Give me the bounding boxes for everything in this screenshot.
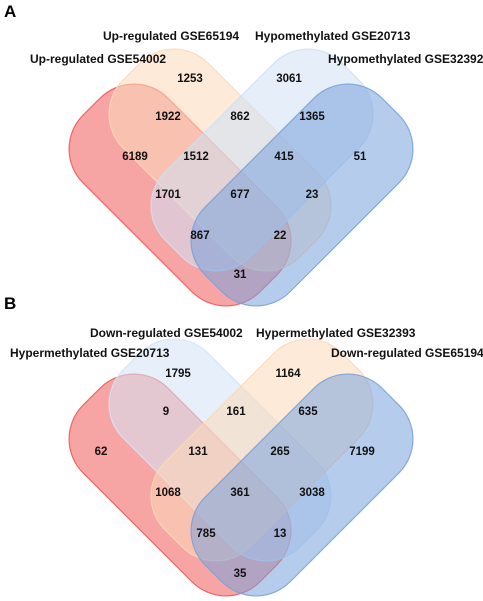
region-count-a-2: 1253 (177, 73, 203, 85)
set-label-b-2: Down-regulated GSE54002 (90, 326, 243, 340)
region-count-b-13: 1068 (155, 487, 181, 499)
venn-panel-a: A 6189 1253 3061 51 1922 1701 31 862 23 1365 1512 2… (0, 0, 483, 307)
region-count-b-123: 131 (188, 446, 208, 458)
set-label-b-3: Hypermethylated GSE32393 (256, 326, 416, 340)
region-count-a-1: 6189 (122, 151, 148, 163)
region-count-a-124: 22 (274, 230, 287, 242)
region-count-b-24: 3038 (299, 487, 325, 499)
venn-diagram-a: 6189 1253 3061 51 1922 1701 31 862 23 1365 1512 22 8… (30, 29, 483, 307)
venn-panel-b: B 62 1795 1164 7199 9 1068 35 161 3038 635 131 13 78… (0, 290, 483, 601)
region-count-b-124: 13 (274, 528, 287, 540)
region-count-a-4: 51 (354, 151, 367, 163)
region-count-b-14: 35 (234, 568, 247, 580)
set-label-a-2: Up-regulated GSE65194 (103, 29, 239, 43)
region-count-b-1234: 361 (230, 487, 250, 499)
region-count-a-3: 3061 (276, 73, 302, 85)
set-label-a-4: Hypomethylated GSE32392 (328, 52, 483, 66)
region-count-b-234: 265 (270, 446, 290, 458)
set-label-b-1: Hypermethylated GSE20713 (10, 346, 170, 360)
region-count-a-24: 23 (306, 189, 319, 201)
venn-set-a-4 (190, 83, 414, 307)
region-count-b-3: 1164 (276, 368, 302, 380)
region-count-b-134: 785 (196, 528, 216, 540)
venn-set-b-4 (190, 373, 414, 597)
region-count-a-12: 1922 (155, 111, 181, 123)
region-count-b-2: 1795 (165, 368, 191, 380)
region-count-a-123: 1512 (183, 151, 209, 163)
set-label-b-4: Down-regulated GSE65194 (331, 346, 483, 360)
region-count-b-23: 161 (226, 406, 246, 418)
panel-letter-a: A (4, 2, 17, 21)
region-count-b-4: 7199 (349, 446, 375, 458)
region-count-a-14: 31 (234, 269, 247, 281)
panel-letter-b: B (4, 294, 17, 313)
region-count-a-134: 867 (190, 230, 209, 242)
region-count-a-13: 1701 (155, 189, 181, 201)
set-label-a-3: Hypomethylated GSE20713 (255, 29, 411, 43)
set-label-a-1: Up-regulated GSE54002 (30, 52, 166, 66)
region-count-b-12: 9 (163, 406, 169, 418)
region-count-a-23: 862 (230, 111, 249, 123)
region-count-b-1: 62 (95, 446, 108, 458)
region-count-b-34: 635 (298, 406, 318, 418)
region-count-a-1234: 677 (230, 189, 249, 201)
region-count-a-234: 415 (274, 151, 294, 163)
venn-diagram-b: 62 1795 1164 7199 9 1068 35 161 3038 635 131 13 785 2… (10, 326, 483, 597)
region-count-a-34: 1365 (299, 111, 325, 123)
